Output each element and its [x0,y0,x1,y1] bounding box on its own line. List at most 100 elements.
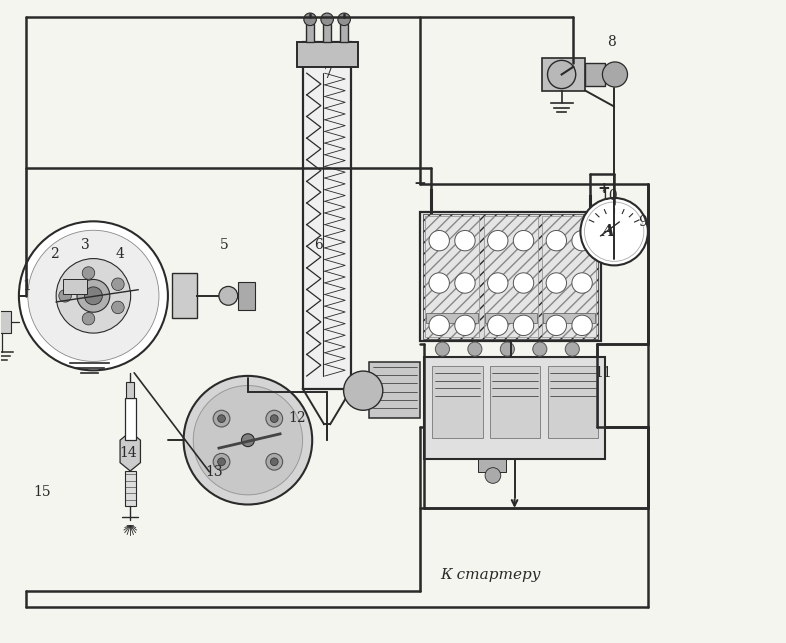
Text: 11: 11 [594,366,612,380]
Text: 9: 9 [638,215,647,229]
Bar [542,59,585,91]
Circle shape [59,289,72,302]
Bar [585,63,604,86]
Text: +: + [598,181,611,195]
Bar [307,24,314,42]
Circle shape [112,301,124,314]
Bar [340,24,348,42]
Bar [172,273,197,318]
Circle shape [546,273,567,293]
Circle shape [193,386,303,495]
Circle shape [218,458,226,466]
Circle shape [19,221,168,370]
Text: 3: 3 [81,237,90,251]
Circle shape [429,273,450,293]
Text: 5: 5 [220,237,229,251]
Circle shape [572,273,593,293]
Bar [548,367,598,439]
Circle shape [455,273,476,293]
Circle shape [533,342,547,356]
Circle shape [28,230,159,361]
Circle shape [241,434,255,447]
Text: A: A [601,223,615,240]
Circle shape [338,13,351,26]
Circle shape [218,415,226,422]
Bar [125,399,136,440]
Text: 2: 2 [50,247,58,261]
Circle shape [83,267,95,279]
Circle shape [270,458,278,466]
Circle shape [429,315,450,336]
Bar [421,212,601,341]
Circle shape [501,342,514,356]
Circle shape [572,315,593,336]
Circle shape [213,410,230,427]
Circle shape [468,342,482,356]
Bar [423,214,598,339]
Circle shape [112,278,124,291]
Circle shape [485,467,501,484]
Circle shape [266,453,283,470]
Bar [127,383,134,399]
Circle shape [585,202,644,261]
Circle shape [513,230,534,251]
Text: К стартеру: К стартеру [441,568,542,582]
Circle shape [343,371,383,410]
Circle shape [435,342,450,356]
Bar [125,471,136,506]
Circle shape [455,230,476,251]
Text: 12: 12 [288,411,306,425]
Bar [323,24,331,42]
Circle shape [184,376,312,505]
Bar [425,216,479,337]
Text: 13: 13 [205,466,223,479]
Circle shape [487,273,508,293]
Text: 8: 8 [607,35,615,50]
Bar [483,216,538,337]
Text: 15: 15 [33,485,50,498]
Text: 1: 1 [22,279,31,293]
Bar [484,312,537,323]
Circle shape [455,315,476,336]
Circle shape [487,230,508,251]
Circle shape [213,453,230,470]
Text: 6: 6 [314,237,323,251]
Bar [369,362,421,419]
Bar [426,312,478,323]
Circle shape [270,415,278,422]
Polygon shape [120,432,141,471]
Text: 4: 4 [116,247,124,261]
Text: −: − [413,176,426,191]
Circle shape [546,230,567,251]
Text: 14: 14 [119,446,137,460]
Circle shape [602,62,627,87]
Circle shape [266,410,283,427]
Circle shape [84,287,102,305]
Bar [479,460,505,472]
Circle shape [429,230,450,251]
Bar [0,311,11,333]
Bar [237,282,255,310]
Circle shape [219,286,237,305]
Text: 10: 10 [600,190,618,203]
Bar [63,279,86,294]
Circle shape [56,258,130,333]
Circle shape [304,13,317,26]
Circle shape [572,230,593,251]
Bar [490,367,541,439]
Circle shape [548,60,575,89]
Bar [303,42,351,389]
Circle shape [513,315,534,336]
Circle shape [83,312,95,325]
Circle shape [77,280,110,312]
Circle shape [565,342,579,356]
Bar [543,312,595,323]
Bar [432,367,483,439]
Circle shape [546,315,567,336]
Circle shape [487,315,508,336]
Circle shape [580,198,648,266]
Bar [296,42,358,67]
Bar [424,357,604,460]
Circle shape [321,13,333,26]
Text: 7: 7 [325,68,333,82]
